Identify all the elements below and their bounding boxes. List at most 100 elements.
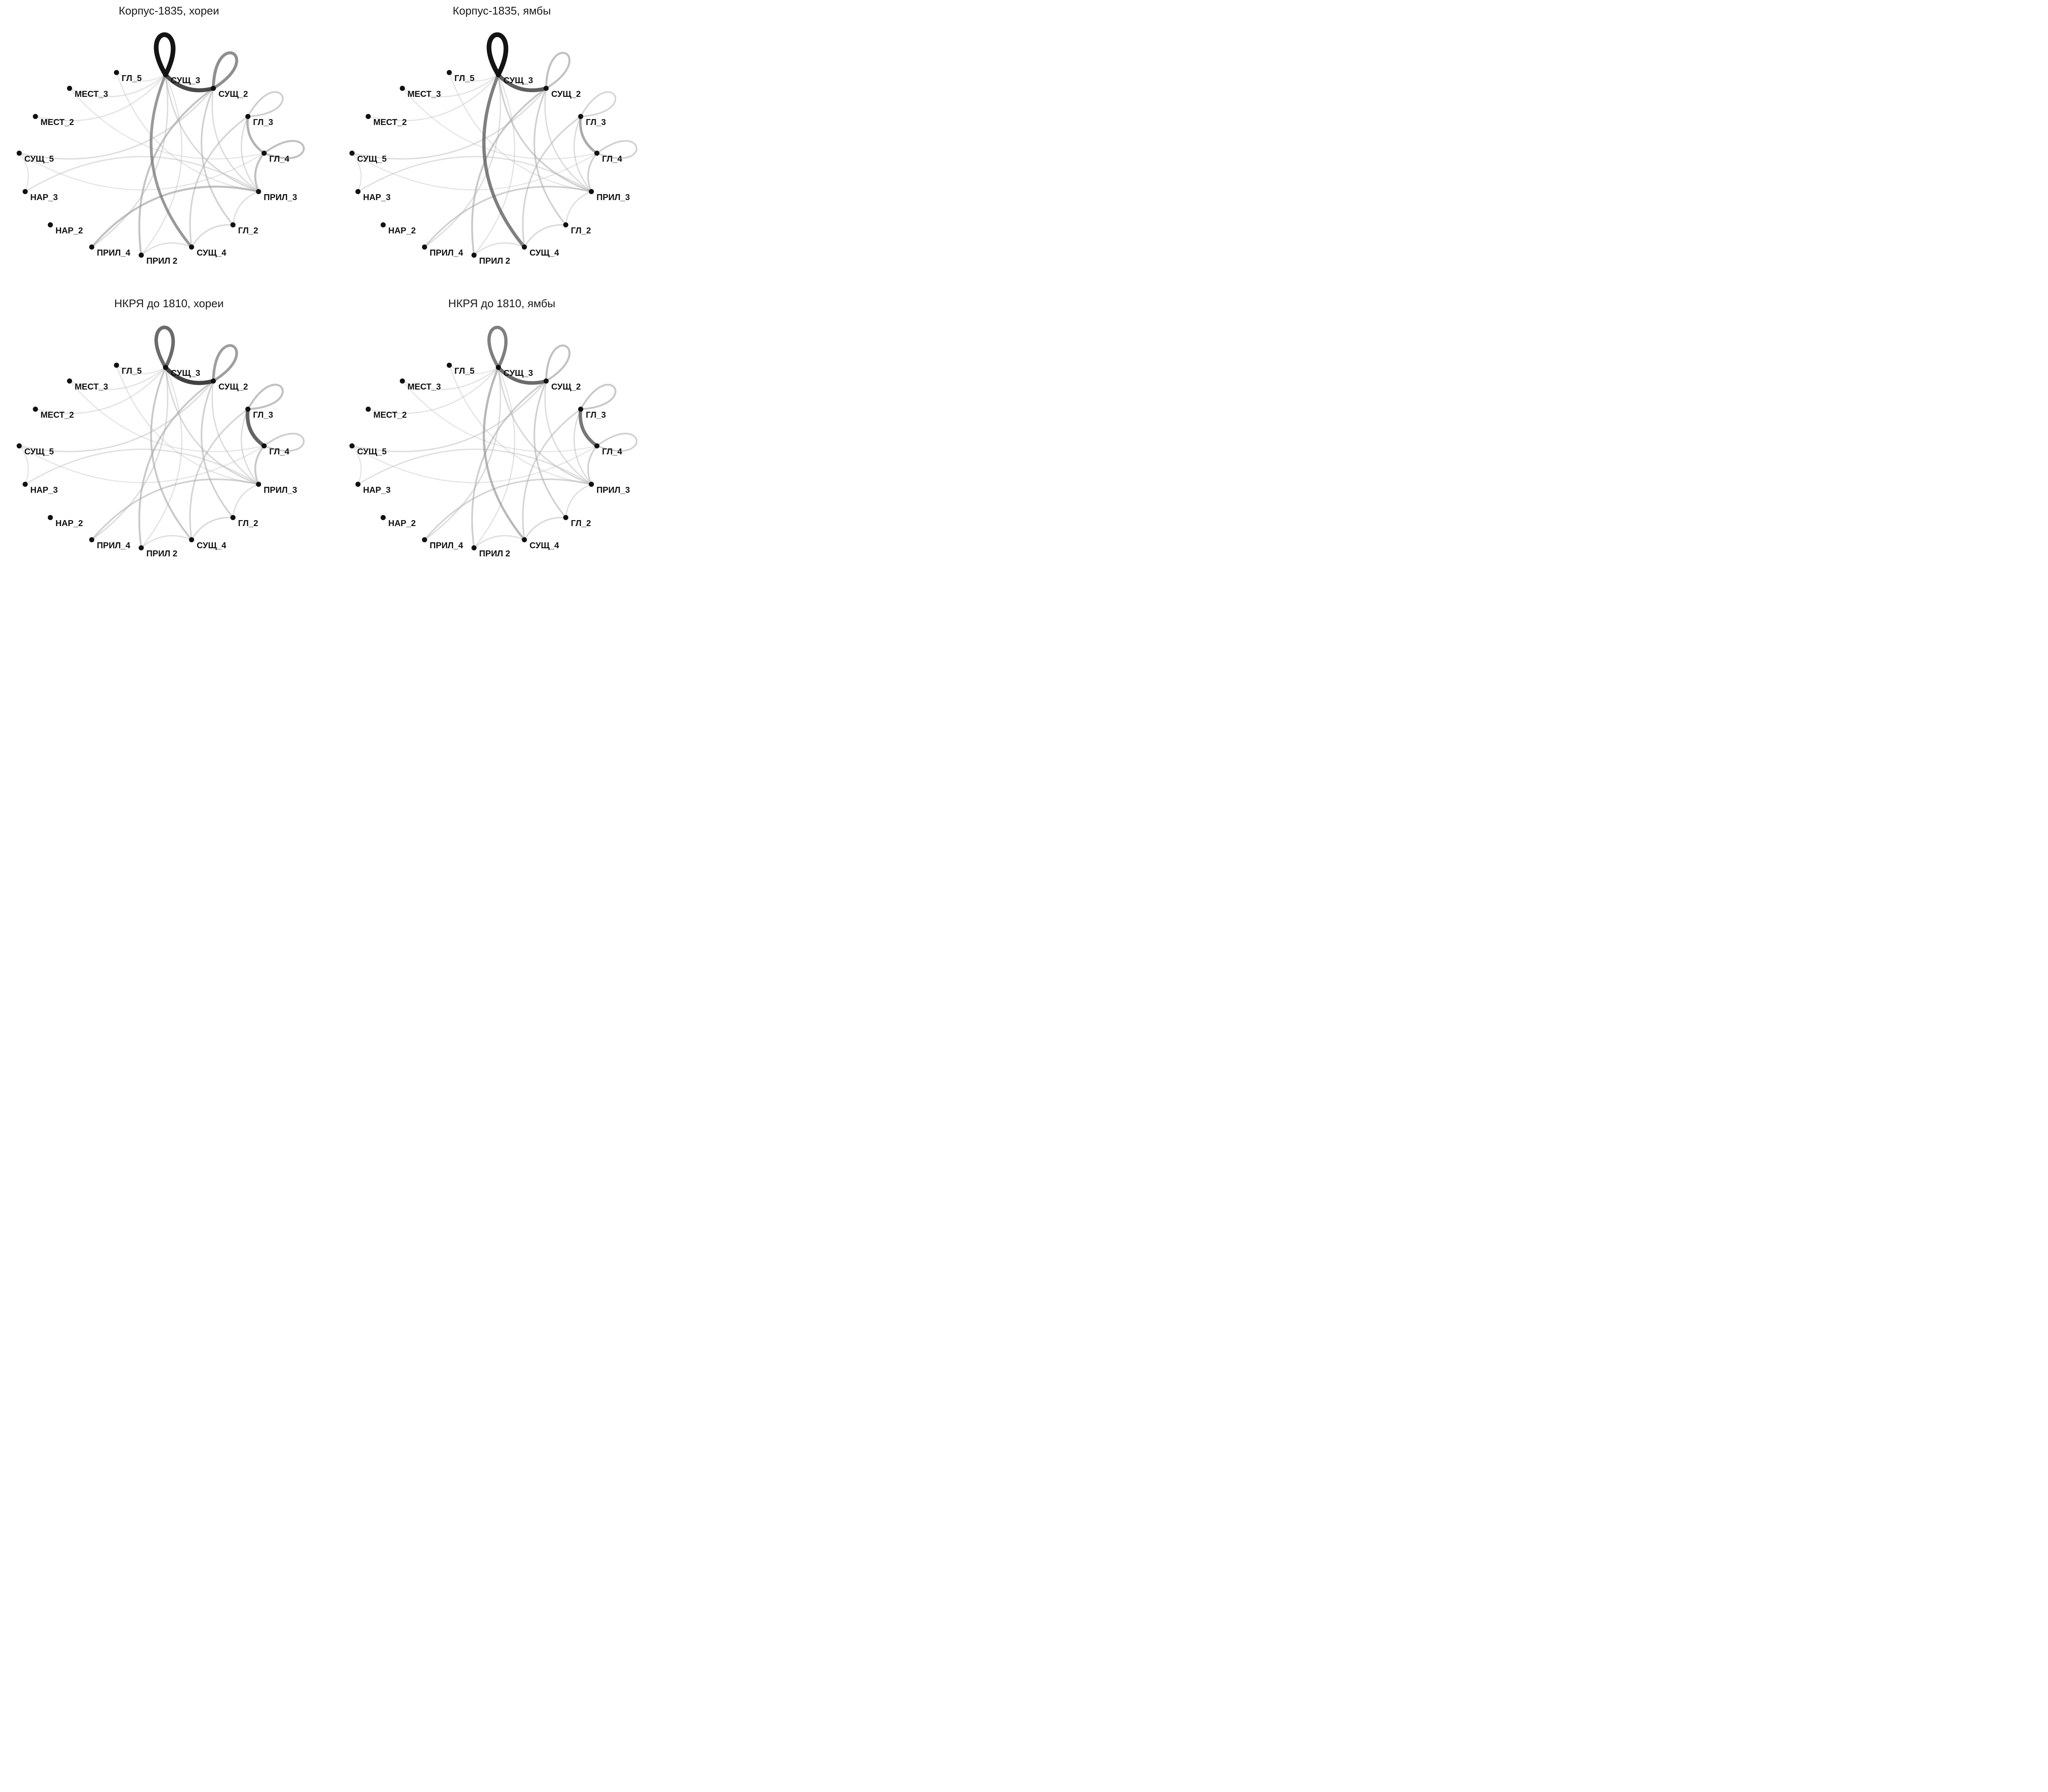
edge [18,380,214,452]
self-loop-edge [154,326,175,369]
node-label: ПРИЛ 2 [479,256,510,266]
nodes: СУЩ_3 СУЩ_2 ГЛ_3 ГЛ_4 ПРИЛ_3 ГЛ_2 СУЩ_4 ПРИЛ 2 П… [17,363,297,559]
edge [473,535,525,549]
node-label: ПРИЛ_3 [596,486,630,495]
edge [448,72,592,192]
node-label: НАР_3 [363,193,390,202]
node-point [366,114,371,119]
self-loop-edge [247,91,284,117]
edge [496,73,548,92]
node-point [400,86,405,91]
edge [191,517,234,541]
edge [18,445,265,483]
edge [544,380,592,485]
edge [246,115,265,154]
edge [587,445,598,485]
edge [116,364,166,374]
node-point [381,222,386,227]
node-point [139,253,144,258]
edge [69,367,166,390]
edge [150,366,193,541]
node-label: СУЩ_5 [357,447,387,457]
self-loop-edge [154,32,176,77]
node-point [496,365,501,370]
node-label: МЕСТ_2 [41,410,74,420]
edges [18,326,305,549]
edge [587,152,598,192]
panel-nkrya-1810-choreus: НКРЯ до 1810, хореи СУЩ_3 СУЩ_2 ГЛ_3 ГЛ_4 ПР… [0,293,333,583]
node-point [563,222,568,227]
node-point [544,378,549,384]
edge [138,380,215,549]
edge [351,445,362,485]
node-label: ПРИЛ 2 [479,549,510,559]
node-point [189,244,194,250]
edge [448,364,499,374]
node-label: МЕСТ_2 [41,118,74,127]
node-label: МЕСТ_3 [75,90,108,99]
edge [116,72,259,192]
edge [448,72,499,81]
panel-nkrya-1810-iambus: НКРЯ до 1810, ямбы СУЩ_3 СУЩ_2 ГЛ_3 ГЛ_4 ПРИ… [333,293,666,583]
edge [163,73,215,93]
node-label: ГЛ_4 [269,447,290,457]
edge [351,380,547,452]
node-point [563,515,568,520]
edge [140,535,192,549]
self-loop-edge [580,91,617,117]
node-point [230,222,236,227]
network-graph: СУЩ_3 СУЩ_2 ГЛ_3 ГЛ_4 ПРИЛ_3 ГЛ_2 СУЩ_4 ПРИЛ 2 П… [349,32,637,266]
node-label: СУЩ_3 [171,76,200,85]
edge [565,483,592,518]
node-label: СУЩ_2 [551,382,581,392]
edges [351,32,637,256]
node-point [589,189,594,194]
node-label: СУЩ_4 [197,248,227,258]
node-point [578,407,583,412]
edge [116,364,259,485]
node-point [496,72,501,77]
edge [18,152,265,191]
edge [524,517,567,541]
node-point [33,114,38,119]
node-label: СУЩ_5 [24,447,54,457]
node-point [189,537,194,542]
edge [163,365,215,385]
figure: Корпус-1835, хореи СУЩ_3 СУЩ_2 ГЛ_3 ГЛ_4 ПРИ… [0,0,669,585]
edge [351,445,598,483]
node-point [262,151,267,156]
node-point [163,72,168,77]
edge [579,407,599,448]
node-point [471,545,477,550]
edge [189,116,249,248]
edge [116,72,166,81]
node-point [33,407,38,412]
panel-title: Корпус-1835, хореи [119,4,219,17]
edge [351,152,362,192]
node-point [23,482,28,487]
node-label: ГЛ_3 [586,118,606,127]
node-label: ГЛ_3 [253,118,273,127]
edge [140,242,192,256]
edge [424,478,592,541]
node-label: НАР_3 [30,486,58,495]
node-label: СУЩ_3 [503,369,533,378]
edge [69,74,166,97]
edge [245,407,266,448]
node-point [114,70,119,75]
edge [496,365,548,385]
edge [424,186,592,248]
node-point [17,151,22,156]
node-label: СУЩ_5 [357,154,387,164]
node-point [447,363,452,368]
node-label: ГЛ_4 [602,154,623,164]
node-point [349,151,355,156]
node-label: МЕСТ_3 [75,382,108,392]
node-label: СУЩ_5 [24,154,54,164]
node-label: ГЛ_4 [269,154,290,164]
node-point [67,378,72,384]
edge [254,445,265,486]
edge [473,242,525,256]
node-label: ГЛ_5 [454,367,474,376]
edge [90,185,260,248]
